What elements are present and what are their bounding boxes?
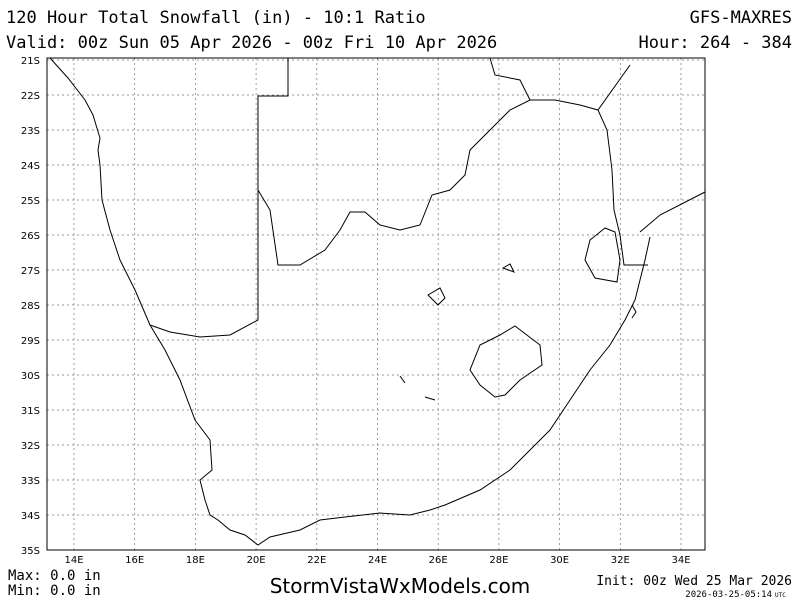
lat-label: 35S (21, 546, 40, 557)
init: Init: 00z Wed 25 Mar 2026 (596, 574, 792, 589)
lon-label: 16E (125, 555, 144, 566)
valid: Valid: 00z Sun 05 Apr 2026 - 00z Fri 10 … (6, 33, 497, 53)
lat-label: 32S (21, 441, 40, 452)
lat-label: 28S (21, 301, 40, 312)
coastlines (49, 57, 706, 546)
lat-label: 26S (21, 231, 40, 242)
lat-label: 30S (21, 371, 40, 382)
lon-label: 20E (247, 555, 266, 566)
lat-label: 27S (21, 266, 40, 277)
lon-label: 14E (64, 555, 83, 566)
lon-label: 34E (671, 555, 690, 566)
graticule (47, 58, 705, 551)
lat-label: 23S (21, 126, 40, 137)
lon-label: 30E (550, 555, 569, 566)
lat-label: 29S (21, 336, 40, 347)
lat-label: 25S (21, 196, 40, 207)
lon-label: 22E (307, 555, 326, 566)
map-frame (46, 57, 706, 551)
hour: Hour: 264 - 384 (638, 33, 792, 53)
lat-label: 31S (21, 406, 40, 417)
title: 120 Hour Total Snowfall (in) - 10:1 Rati… (6, 8, 426, 28)
max: Max: 0.0 in (8, 568, 101, 584)
lon-label: 26E (429, 555, 448, 566)
timestamp: 2026-03-25-05:14 (685, 590, 772, 600)
site: StormVistaWxModels.com (270, 574, 531, 598)
lat-label: 21S (21, 56, 40, 67)
lat-label: 33S (21, 476, 40, 487)
lat-label: 24S (21, 161, 40, 172)
lat-label: 34S (21, 511, 40, 522)
timestamp-unit: UTC (775, 592, 786, 599)
lat-label: 22S (21, 91, 40, 102)
lon-label: 18E (186, 555, 205, 566)
lon-label: 32E (611, 555, 630, 566)
min: Min: 0.0 in (8, 583, 101, 599)
lon-label: 28E (489, 555, 508, 566)
model: GFS-MAXRES (690, 8, 792, 28)
lon-label: 24E (368, 555, 387, 566)
